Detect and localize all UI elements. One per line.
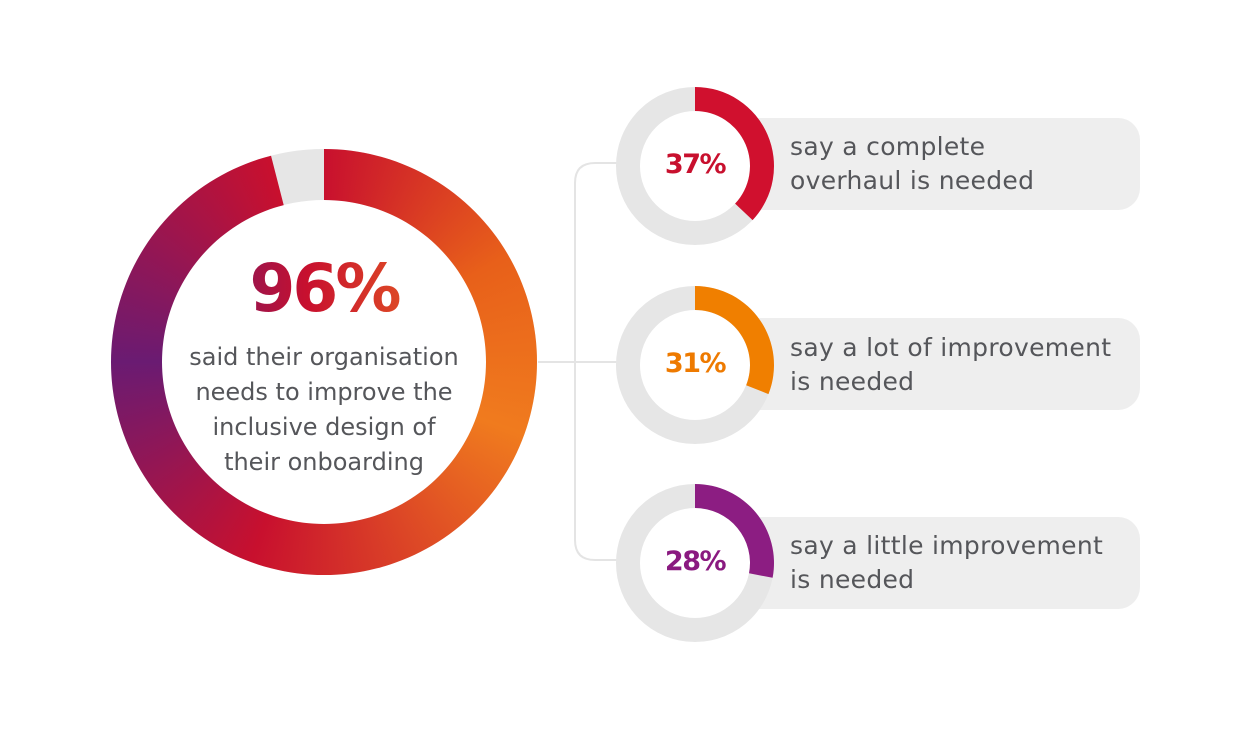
main-caption-line: inclusive design of (212, 413, 436, 441)
main-caption-line: needs to improve the (195, 378, 453, 406)
item-percent-label-lot-of-improvement: 31% (664, 348, 727, 379)
main-percent-label: 96% (160, 250, 488, 328)
item-percent-label-complete-overhaul: 37% (664, 149, 727, 180)
main-caption: said their organisation needs to improve… (160, 340, 488, 480)
item-text-line: is needed (790, 367, 915, 396)
item-text-line: say a complete (790, 132, 986, 161)
item-text-lot-of-improvement: say a lot of improvement is needed (790, 331, 1135, 399)
item-text-line: say a lot of improvement (790, 333, 1112, 362)
main-caption-line: said their organisation (189, 343, 459, 371)
item-text-little-improvement: say a little improvement is needed (790, 529, 1135, 597)
main-caption-line: their onboarding (224, 448, 424, 476)
item-text-complete-overhaul: say a complete overhaul is needed (790, 130, 1135, 198)
item-text-line: say a little improvement (790, 531, 1104, 560)
item-percent-label-little-improvement: 28% (664, 546, 727, 577)
main-donut-track (111, 149, 537, 575)
item-text-line: is needed (790, 565, 915, 594)
connector-line (538, 162, 620, 561)
item-text-line: overhaul is needed (790, 166, 1035, 195)
